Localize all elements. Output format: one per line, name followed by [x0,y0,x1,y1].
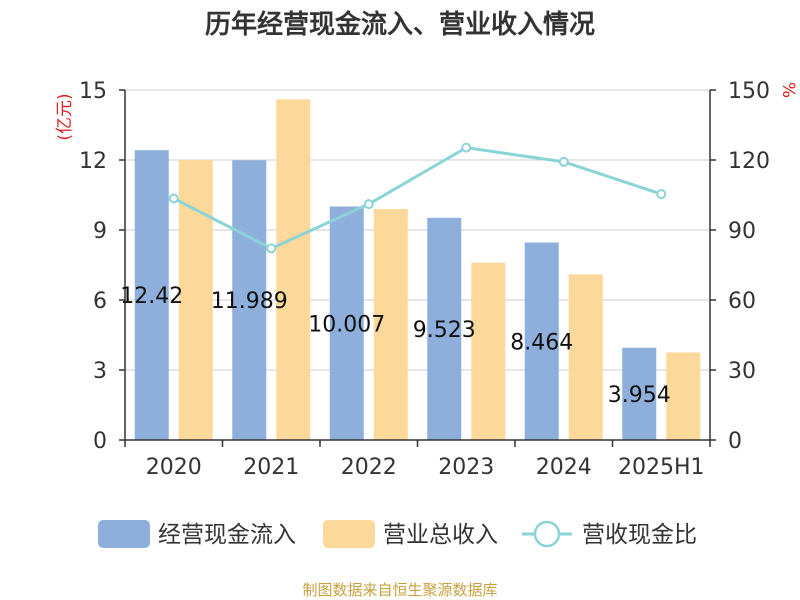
data-label-cash-inflow: 9.523 [413,318,476,343]
left-tick-label: 6 [93,289,107,314]
bar-revenue [276,99,311,440]
right-tick-label: 90 [728,219,756,244]
chart-title: 历年经营现金流入、营业收入情况 [205,9,595,40]
data-label-cash-inflow: 3.954 [608,383,671,408]
x-tick-label: 2023 [438,455,494,480]
left-tick-label: 12 [79,149,107,174]
data-label-cash-inflow: 12.42 [120,284,183,309]
right-tick-label: 0 [728,429,742,454]
left-tick-label: 9 [93,219,107,244]
right-tick-label: 30 [728,359,756,384]
data-label-cash-inflow: 8.464 [510,330,573,355]
left-axis-unit: (亿元) [55,93,75,140]
ratio-point [168,193,179,204]
right-tick-label: 120 [728,149,770,174]
bar-cash-inflow [329,206,364,440]
legend-label-ratio: 营收现金比 [582,522,697,548]
x-tick-label: 2021 [243,455,299,480]
bar-cash-inflow [134,150,169,440]
grid-lines [125,89,710,371]
bar-cash-inflow [232,160,267,441]
bars-group [134,99,701,441]
bar-cash-inflow [524,242,559,440]
x-tick-label: 2025H1 [618,455,705,480]
bar-revenue [666,352,701,440]
bar-cash-inflow [622,347,657,440]
ratio-point [363,199,374,210]
source-note: 制图数据来自恒生聚源数据库 [302,581,497,599]
legend-label-cash-inflow: 经营现金流入 [158,522,296,548]
bar-revenue [373,209,408,440]
legend: 经营现金流入 营业总收入 营收现金比 [98,520,697,548]
legend-marker-ratio [533,520,561,548]
ratio-point [461,142,472,153]
bar-cash-inflow [427,217,462,440]
ratio-line [173,146,662,251]
left-tick-label: 3 [93,359,107,384]
ratio-point [656,189,667,200]
data-label-cash-inflow: 11.989 [211,289,288,314]
x-tick-label: 2020 [146,455,202,480]
legend-swatch-cash-inflow [98,520,150,548]
legend-swatch-revenue [323,520,375,548]
bar-revenue [471,262,506,440]
right-tick-label: 60 [728,289,756,314]
ratio-line-group [168,142,667,254]
data-labels-group: 12.42 11.989 10.007 9.523 8.464 3.954 [120,284,670,408]
legend-label-revenue: 营业总收入 [383,522,498,548]
x-tick-label: 2022 [341,455,397,480]
x-tick-label: 2024 [536,455,592,480]
ratio-point [266,243,277,254]
data-label-cash-inflow: 10.007 [308,312,385,337]
bar-revenue [568,274,603,440]
right-axis-unit: % [778,82,798,98]
left-tick-label: 0 [93,429,107,454]
ratio-point [558,156,569,167]
axes-group: 0 0 3 30 6 60 9 90 12 120 15 150 2020 2021 2022 2023 202… [79,79,770,480]
left-tick-label: 15 [79,79,107,104]
right-tick-label: 150 [728,79,770,104]
bar-revenue [178,160,213,440]
